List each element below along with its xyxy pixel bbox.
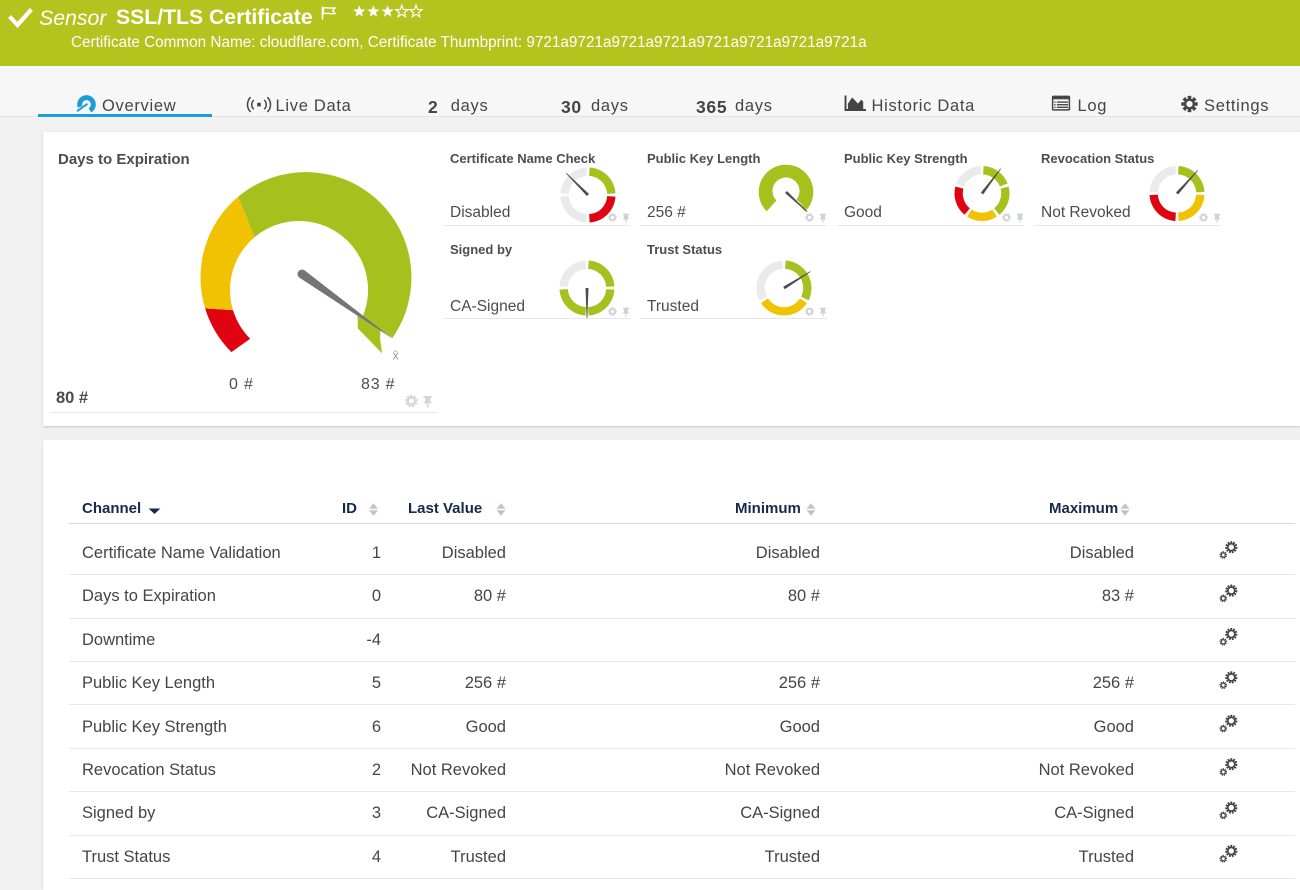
svg-text:x̄: x̄: [393, 349, 400, 363]
